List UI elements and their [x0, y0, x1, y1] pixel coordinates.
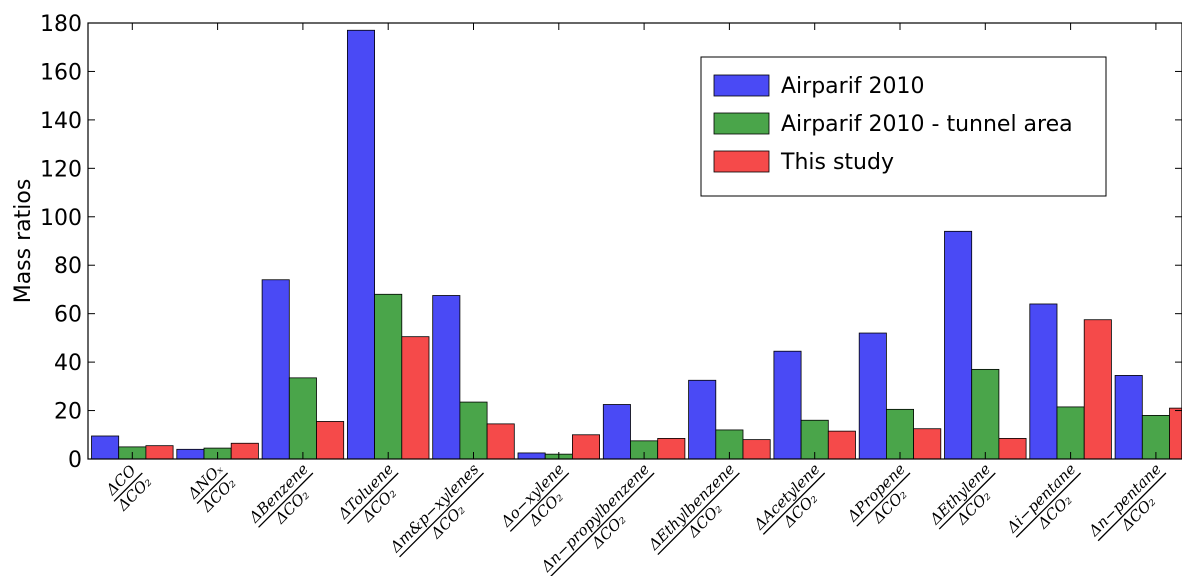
bar-2-3 — [288, 377, 317, 460]
fraction-bar — [347, 472, 399, 525]
bars-group — [91, 29, 1182, 460]
legend-label-1: Airparif 2010 — [781, 74, 925, 99]
fraction-bar — [399, 472, 484, 558]
bar-3-1 — [145, 445, 174, 460]
fraction-bar — [1097, 472, 1167, 542]
bar-2-13 — [1141, 414, 1170, 460]
y-tick-label: 160 — [40, 60, 82, 85]
y-tick-label: 120 — [40, 157, 82, 182]
bar-1-4 — [346, 29, 375, 460]
legend: Airparif 2010 Airparif 2010 - tunnel area… — [700, 56, 1107, 197]
fraction-bar — [1015, 472, 1082, 538]
fraction-bar — [258, 472, 314, 528]
bar-1-3 — [261, 279, 290, 460]
bar-1-7 — [602, 404, 631, 460]
bar-1-6 — [517, 452, 546, 460]
y-tick-label: 0 — [68, 448, 82, 473]
bar-3-6 — [572, 434, 601, 460]
bar-1-12 — [1029, 303, 1058, 460]
bar-3-5 — [486, 423, 515, 460]
bar-3-8 — [742, 439, 771, 460]
y-axis-label: Mass ratios — [11, 179, 36, 304]
bar-1-1 — [91, 435, 120, 460]
legend-swatch-1 — [713, 74, 770, 97]
legend-swatch-3 — [713, 150, 770, 173]
fraction-bar — [196, 472, 229, 505]
bar-2-4 — [374, 293, 403, 460]
bar-3-11 — [998, 438, 1027, 460]
x-tick-label-numerator: ΔEthylbenzene — [644, 460, 738, 554]
y-tick-label: 20 — [54, 400, 82, 425]
bar-2-5 — [459, 401, 488, 460]
fraction-bar — [762, 472, 826, 535]
y-tick-label: 140 — [40, 109, 82, 134]
fraction-bar — [113, 472, 143, 502]
bar-2-12 — [1056, 406, 1085, 460]
bar-2-11 — [971, 368, 1000, 460]
y-tick-label: 80 — [54, 254, 82, 279]
bar-3-10 — [913, 428, 942, 460]
bar-1-9 — [773, 350, 802, 460]
bar-3-13 — [1169, 407, 1182, 460]
y-tick-label: 60 — [54, 303, 82, 328]
y-tick-label: 100 — [40, 206, 82, 231]
bar-3-2 — [230, 442, 259, 460]
fraction-bar — [509, 472, 570, 532]
bar-3-7 — [657, 438, 686, 460]
bar-1-8 — [688, 379, 717, 460]
legend-swatch-2 — [713, 112, 770, 135]
fraction-bar — [856, 472, 911, 527]
plot-frame — [87, 22, 1182, 460]
bar-1-13 — [1114, 375, 1143, 460]
bar-3-9 — [827, 430, 856, 460]
x-tick-label-numerator: Δm&p−xylenes — [386, 460, 483, 557]
fraction-bar — [938, 472, 996, 530]
fraction-bar — [657, 472, 740, 556]
bar-1-10 — [858, 332, 887, 460]
y-tick-label: 40 — [54, 351, 82, 376]
bar-3-4 — [401, 336, 430, 460]
legend-label-3: This study — [780, 150, 894, 175]
legend-label-2: Airparif 2010 - tunnel area — [781, 112, 1073, 137]
fraction-bar — [550, 472, 655, 576]
y-axis-ticks: 0 20 40 60 80 100 120 140 160 180 — [40, 12, 1182, 473]
bar-3-12 — [1083, 319, 1112, 460]
bar-1-2 — [176, 448, 205, 460]
bar-1-5 — [432, 295, 461, 460]
bar-3-3 — [316, 421, 345, 460]
y-tick-label: 180 — [40, 12, 82, 37]
bar-1-11 — [944, 230, 973, 460]
bar-2-10 — [886, 408, 915, 460]
